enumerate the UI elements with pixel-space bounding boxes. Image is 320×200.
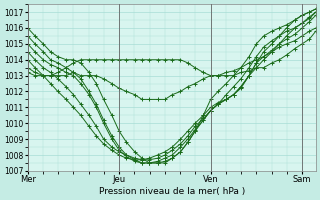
X-axis label: Pression niveau de la mer( hPa ): Pression niveau de la mer( hPa )	[99, 187, 245, 196]
